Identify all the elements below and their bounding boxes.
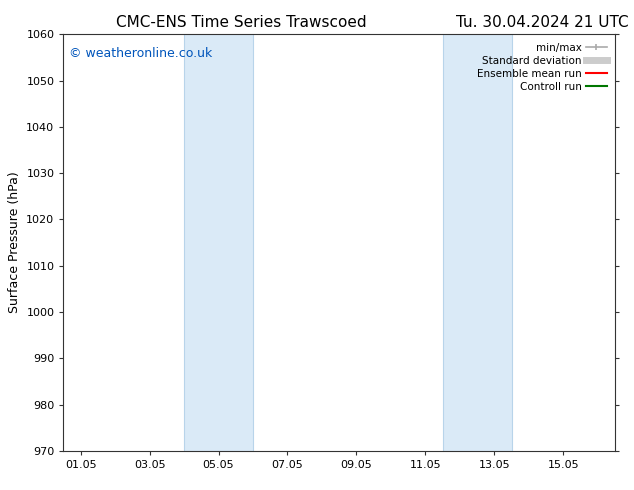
Text: CMC-ENS Time Series Trawscoed: CMC-ENS Time Series Trawscoed bbox=[115, 15, 366, 30]
Bar bbox=[184, 34, 253, 451]
Y-axis label: Surface Pressure (hPa): Surface Pressure (hPa) bbox=[8, 172, 21, 314]
Bar bbox=[443, 34, 512, 451]
Text: Tu. 30.04.2024 21 UTC: Tu. 30.04.2024 21 UTC bbox=[456, 15, 629, 30]
Text: © weatheronline.co.uk: © weatheronline.co.uk bbox=[69, 47, 212, 60]
Legend: min/max, Standard deviation, Ensemble mean run, Controll run: min/max, Standard deviation, Ensemble me… bbox=[474, 40, 610, 95]
